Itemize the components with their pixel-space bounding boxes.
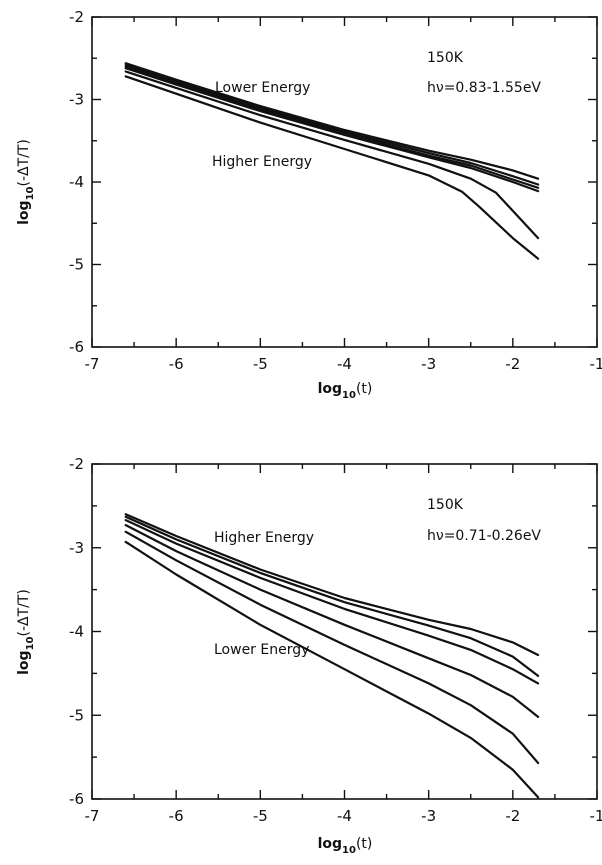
bottom-plot-frame bbox=[91, 463, 598, 800]
top-y-tick-label: -2 bbox=[69, 8, 84, 26]
top-y-tick-label: -4 bbox=[69, 173, 84, 191]
bottom-series-line-1 bbox=[124, 513, 540, 657]
bottom-energy-range-label: hν=0.71-0.26eV bbox=[427, 528, 541, 544]
top-higher-energy-label: Higher Energy bbox=[212, 154, 312, 170]
top-x-tick-label: -1 bbox=[590, 355, 602, 373]
bottom-x-tick-label: -4 bbox=[337, 807, 352, 825]
top-lower-energy-label: Lower Energy bbox=[215, 80, 310, 96]
bottom-y-axis-title: log10(-ΔT/T) bbox=[16, 589, 36, 675]
bottom-higher-energy-label: Higher Energy bbox=[214, 530, 314, 546]
bottom-x-tick-label: -3 bbox=[421, 807, 436, 825]
top-temperature-label: 150K bbox=[427, 50, 464, 66]
bottom-y-tick-label: -2 bbox=[69, 455, 84, 473]
top-y-tick-label: -5 bbox=[69, 256, 84, 274]
bottom-series-line-5 bbox=[124, 530, 540, 765]
top-series-line-2 bbox=[124, 63, 540, 186]
top-energy-range-label: hν=0.83-1.55eV bbox=[427, 80, 541, 96]
bottom-x-tick-label: -5 bbox=[253, 807, 268, 825]
top-x-tick-label: -6 bbox=[169, 355, 184, 373]
top-series-group bbox=[124, 62, 540, 260]
top-x-tick-label: -4 bbox=[337, 355, 352, 373]
bottom-y-tick-label: -4 bbox=[69, 623, 84, 641]
bottom-x-tick-label: -6 bbox=[169, 807, 184, 825]
bottom-y-tick-label: -6 bbox=[69, 790, 84, 808]
top-series-line-5 bbox=[124, 70, 540, 240]
top-x-tick-label: -5 bbox=[253, 355, 268, 373]
bottom-x-axis-title: log10(t) bbox=[318, 836, 373, 856]
top-y-tick-label: -6 bbox=[69, 338, 84, 356]
bottom-series-line-4 bbox=[124, 524, 540, 718]
top-chart: -7 -6 -5 -4 -3 -2 -1 -2-3-4-5-6 150K hν=0.83-1… bbox=[16, 8, 602, 401]
bottom-x-tick-label: -2 bbox=[505, 807, 520, 825]
top-series-line-1 bbox=[124, 62, 540, 180]
bottom-x-tick-label: -7 bbox=[85, 807, 100, 825]
top-x-tick-label: -3 bbox=[421, 355, 436, 373]
bottom-temperature-label: 150K bbox=[427, 497, 464, 513]
bottom-series-group bbox=[124, 513, 540, 799]
bottom-y-tick-label: -5 bbox=[69, 706, 84, 724]
top-x-tick-label: -7 bbox=[85, 355, 100, 373]
top-y-axis-title: log10(-ΔT/T) bbox=[16, 139, 36, 225]
top-series-line-4 bbox=[124, 67, 540, 193]
bottom-x-tick-label: -1 bbox=[590, 807, 602, 825]
bottom-y-tick-label: -3 bbox=[69, 539, 84, 557]
top-y-ticks: -2 -3 -4 -5 -6 bbox=[69, 8, 597, 356]
top-x-tick-label: -2 bbox=[505, 355, 520, 373]
bottom-series-line-2 bbox=[124, 515, 540, 677]
top-x-axis-title: log10(t) bbox=[318, 381, 373, 401]
bottom-series-line-6 bbox=[124, 540, 540, 799]
bottom-chart: -7 -6 -5 -4 -3 -2 -1 -2-3-4-5-6 150K hν=0.71-0… bbox=[16, 455, 602, 856]
bottom-y-ticks: -2 -3 -4 -5 -6 bbox=[69, 455, 597, 808]
top-y-tick-label: -3 bbox=[69, 91, 84, 109]
top-x-ticks: -7 -6 -5 -4 -3 -2 -1 bbox=[85, 17, 602, 373]
bottom-x-ticks: -7 -6 -5 -4 -3 -2 -1 bbox=[85, 464, 602, 825]
bottom-lower-energy-label: Lower Energy bbox=[214, 642, 309, 658]
bottom-series-line-3 bbox=[124, 519, 540, 685]
top-series-line-3 bbox=[124, 65, 540, 189]
top-series-line-6 bbox=[124, 75, 540, 260]
